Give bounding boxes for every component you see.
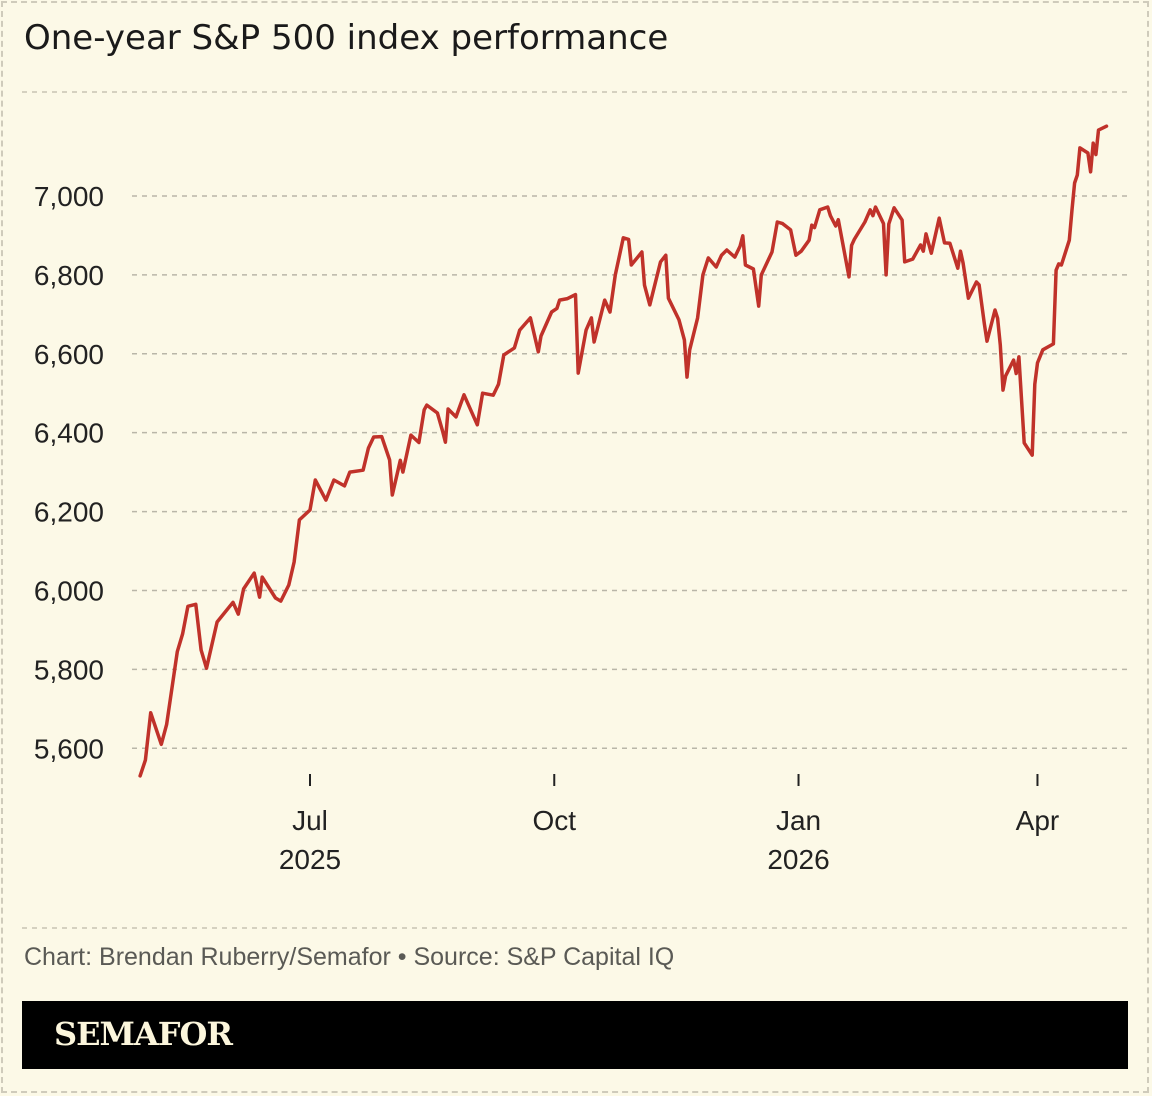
gridlines xyxy=(22,91,1128,929)
chart-credit: Chart: Brendan Ruberry/Semafor • Source:… xyxy=(24,943,675,971)
y-tick-label: 6,200 xyxy=(34,497,104,528)
y-tick-label: 5,600 xyxy=(34,733,104,764)
x-axis: Jul 2025 Oct Jan 2026 Apr xyxy=(279,774,1059,875)
x-tick-label: Oct xyxy=(532,805,576,836)
x-tick-label: Jul xyxy=(292,805,328,836)
x-tick-label: Apr xyxy=(1016,805,1060,836)
x-tick-year-label: 2026 xyxy=(767,844,829,875)
sp500-line xyxy=(138,124,1109,778)
chart-title: One-year S&P 500 index performance xyxy=(24,18,669,58)
y-tick-label: 7,000 xyxy=(34,181,104,212)
series xyxy=(138,124,1109,778)
semafor-logo: SEMAFOR xyxy=(54,1015,233,1053)
y-axis: 5,600 5,800 6,000 6,200 6,400 6,600 6,800 7,000 xyxy=(34,181,104,764)
y-tick-label: 6,800 xyxy=(34,260,104,291)
brand-bar: SEMAFOR xyxy=(22,1001,1128,1069)
y-tick-label: 5,800 xyxy=(34,654,104,685)
y-tick-label: 6,400 xyxy=(34,418,104,449)
y-tick-label: 6,000 xyxy=(34,575,104,606)
y-tick-label: 6,600 xyxy=(34,339,104,370)
x-tick-label: Jan xyxy=(776,805,821,836)
x-tick-year-label: 2025 xyxy=(279,844,341,875)
